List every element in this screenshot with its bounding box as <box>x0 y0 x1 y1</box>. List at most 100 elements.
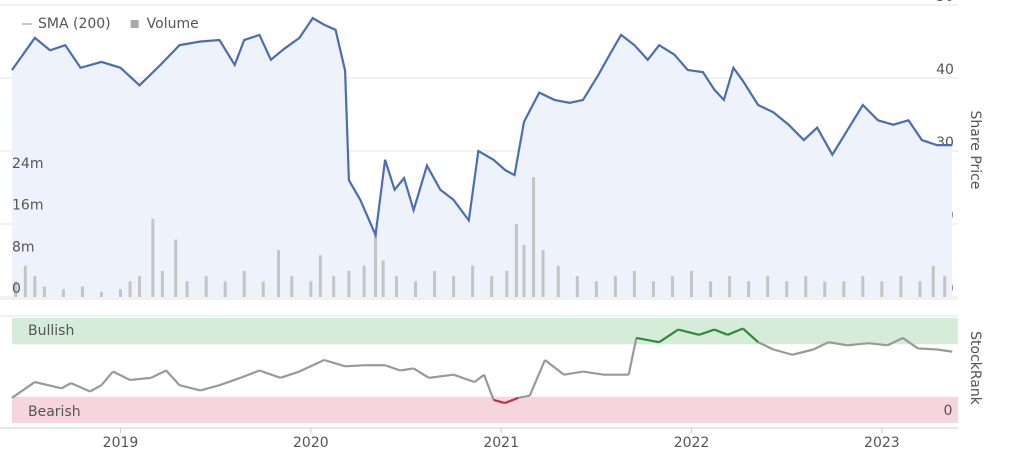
volume-bar <box>309 281 313 297</box>
volume-bar <box>138 276 142 297</box>
rank-segment <box>240 369 260 379</box>
rank-segment <box>773 348 793 356</box>
price-line <box>11 16 953 240</box>
volume-bar <box>242 270 246 297</box>
volume-tick-label: 24m <box>12 156 43 172</box>
rank-segment <box>582 370 605 376</box>
rank-segment <box>544 359 565 376</box>
band <box>12 396 958 423</box>
rank-segment <box>150 369 167 379</box>
rank-segment <box>384 364 401 372</box>
volume-bar <box>899 276 903 297</box>
volume-bar <box>223 281 227 297</box>
rank-segment <box>936 348 953 353</box>
y-axis-label: StockRank <box>967 331 983 406</box>
volume-bar <box>943 276 947 297</box>
volume-bar <box>318 255 322 297</box>
rank-segment <box>200 384 220 392</box>
y-tick-label: 0 <box>944 403 953 419</box>
volume-bar <box>651 281 655 297</box>
volume-bar <box>522 244 526 297</box>
price-area <box>12 18 953 297</box>
volume-bar <box>332 276 336 297</box>
volume-bar <box>842 281 846 297</box>
x-tick-label: 2021 <box>483 435 519 451</box>
band <box>12 318 958 345</box>
x-tick-label: 2019 <box>103 435 139 451</box>
x-tick-label: 2023 <box>864 435 900 451</box>
y-tick-label: 50 <box>936 0 954 5</box>
volume-bar <box>151 218 155 297</box>
rank-segment <box>112 370 131 381</box>
legend-label: Volume <box>147 16 199 32</box>
rank-segment <box>165 369 181 386</box>
band-label: Bullish <box>28 323 74 339</box>
volume-bar <box>823 281 827 297</box>
volume-bar <box>433 270 437 297</box>
volume-bar <box>118 289 122 297</box>
volume-bar <box>185 281 189 297</box>
rank-segment <box>677 328 700 336</box>
volume-bar <box>490 276 494 297</box>
rank-segment <box>828 341 848 347</box>
volume-bar <box>514 224 518 297</box>
volume-bar <box>276 250 280 297</box>
volume-bar <box>804 276 808 297</box>
volume-bar <box>471 265 475 297</box>
volume-bar <box>42 286 46 297</box>
rank-segment <box>100 370 114 386</box>
volume-bar <box>128 281 132 297</box>
rank-segment <box>627 337 638 375</box>
rank-segment <box>847 342 869 347</box>
y-tick-label: 40 <box>936 62 954 78</box>
volume-bar <box>766 276 770 297</box>
rank-segment <box>323 358 346 368</box>
rank-segment <box>917 347 938 351</box>
volume-bar <box>33 276 37 297</box>
legend-label: SMA (200) <box>38 16 111 32</box>
rank-segment <box>563 370 584 376</box>
rank-segment <box>89 384 102 393</box>
rank-segment <box>413 367 430 379</box>
volume-bar <box>290 276 294 297</box>
rank-segment <box>658 328 679 344</box>
volume-bar <box>575 276 579 297</box>
volume-bar <box>61 289 65 297</box>
volume-bar <box>594 281 598 297</box>
rank-segment <box>259 369 281 379</box>
volume-tick-label: 16m <box>12 198 43 214</box>
volume-bar <box>80 286 84 297</box>
rank-segment <box>792 348 814 356</box>
volume-bar <box>670 276 674 297</box>
volume-bar <box>414 281 418 297</box>
rank-segment <box>727 327 744 336</box>
y-axis-label: Share Price <box>967 110 983 189</box>
band-label: Bearish <box>28 404 81 420</box>
volume-bar <box>918 281 922 297</box>
volume-bar <box>861 276 865 297</box>
rank-segment <box>129 376 152 382</box>
volume-tick-label: 0 <box>12 281 21 297</box>
volume-bar <box>541 250 545 297</box>
rank-segment <box>887 336 904 347</box>
rank-segment <box>742 327 759 343</box>
rank-segment <box>493 398 506 405</box>
rank-segment <box>698 328 715 336</box>
volume-bar <box>931 265 935 297</box>
rank-segment <box>473 373 485 383</box>
rank-segment <box>428 373 454 379</box>
rank-segment <box>504 396 519 405</box>
rank-segment <box>70 382 91 393</box>
volume-bar <box>381 260 385 297</box>
rank-segment <box>757 341 774 351</box>
volume-bar <box>14 281 18 297</box>
volume-bar <box>394 276 398 297</box>
volume-bar <box>747 281 751 297</box>
rank-segment <box>345 364 365 368</box>
volume-bar <box>785 281 789 297</box>
volume-bar <box>23 265 27 297</box>
legend-symbol <box>130 20 139 28</box>
volume-bar <box>505 270 509 297</box>
